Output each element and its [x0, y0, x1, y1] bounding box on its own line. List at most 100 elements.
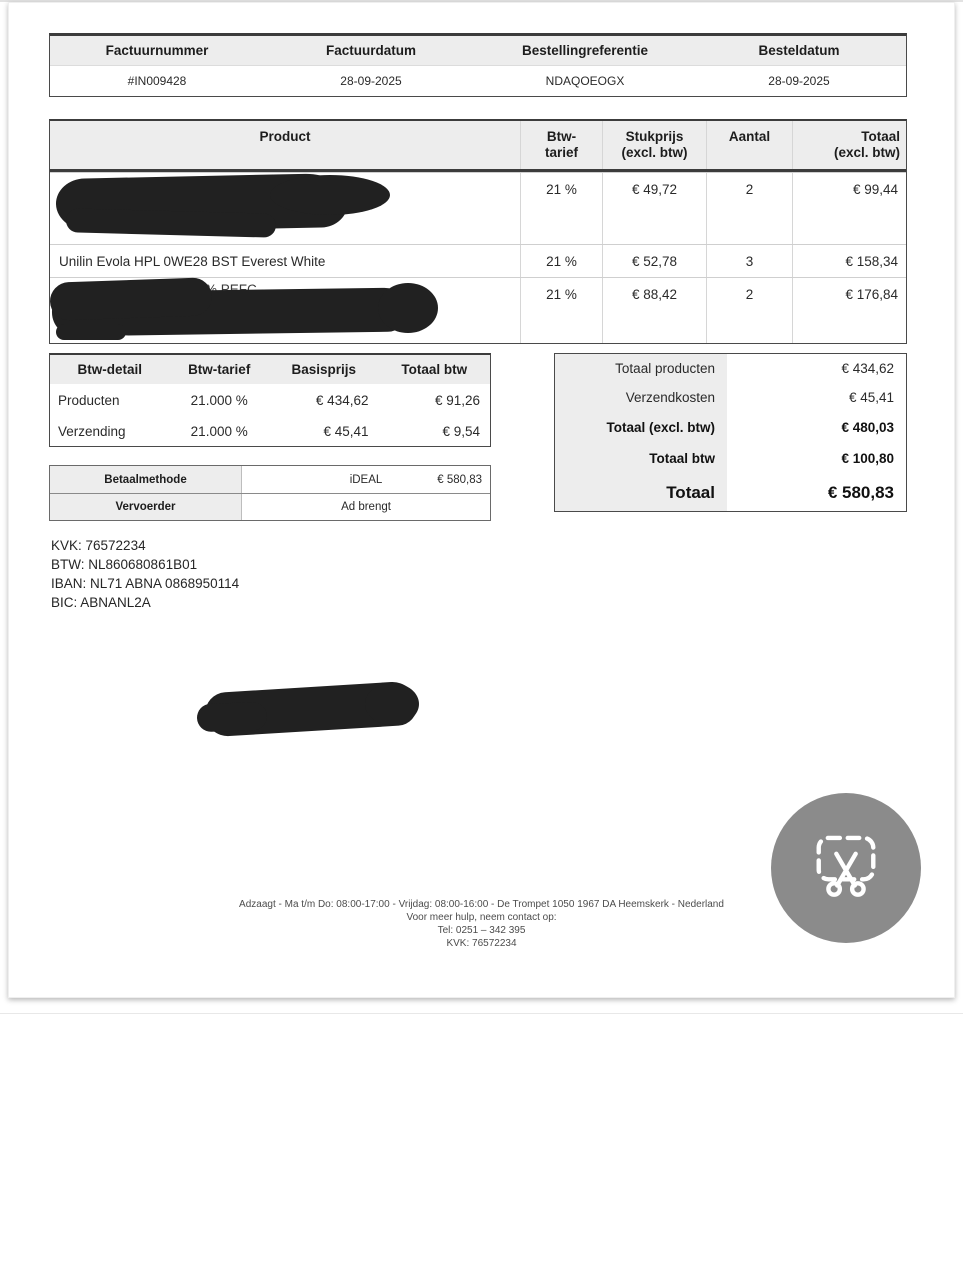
products-header-row: Product Btw- tarief Stukprijs (excl. btw…: [50, 121, 906, 172]
btw-basis: € 434,62: [315, 393, 369, 408]
btw-detail-header-row: Btw-detail Btw-tarief Basisprijs Totaal …: [50, 355, 490, 384]
carrier-label: Vervoerder: [50, 494, 242, 520]
screenshot-crop-button[interactable]: [771, 793, 921, 943]
product-name: Unilin Evola HPL 0WE28 BST Everest White: [59, 254, 326, 269]
totals-label: Totaal: [555, 474, 727, 511]
redaction-blob: [365, 683, 419, 725]
totals-row-verzendkosten: Verzendkosten € 45,41: [555, 383, 906, 412]
btw-header-totaal-btw: Totaal btw: [401, 362, 468, 377]
payment-method-row: Betaalmethode iDEAL € 580,83: [50, 466, 490, 493]
price-cell: € 52,78: [602, 245, 706, 277]
meta-header-factuurnummer: Factuurnummer: [105, 43, 209, 58]
footer-kvk-line: KVK: 76572234: [446, 938, 517, 949]
footer-address-line: Adzaagt - Ma t/m Do: 08:00-17:00 - Vrijd…: [239, 899, 724, 910]
col-header-stukprijs-line1: Stukprijs: [625, 129, 684, 144]
col-header-btw-line2: tarief: [544, 145, 578, 160]
btw-tarief: 21.000 %: [190, 424, 248, 439]
product-name-redacted: [50, 172, 520, 244]
col-header-totaal-line1: Totaal: [861, 129, 900, 144]
btw-header-detail: Btw-detail: [77, 362, 142, 377]
redaction-blob: [196, 701, 268, 733]
payment-method-value: iDEAL € 580,83: [242, 474, 490, 486]
btw-cell: 21 %: [520, 278, 602, 343]
product-name-partially-redacted: 70% PEFC: [49, 277, 520, 343]
bottom-divider: [0, 1013, 963, 1014]
totals-value: € 45,41: [848, 390, 894, 405]
product-row-2: Unilin Evola HPL 0WE28 BST Everest White…: [50, 244, 906, 277]
redaction-blob: [270, 175, 390, 215]
carrier-name: Ad brengt: [341, 501, 391, 513]
invoice-meta-value-row: #IN009428 28-09-2025 NDAQOEOGX 28-09-202…: [50, 65, 906, 96]
meta-value-factuurnummer: #IN009428: [127, 74, 187, 88]
btw-label: Verzending: [58, 424, 126, 439]
price-cell: € 88,42: [602, 278, 706, 343]
col-header-btw-tarief: Btw- tarief: [520, 121, 602, 169]
payment-method-label: Betaalmethode: [50, 466, 242, 493]
btw-row-producten: Producten 21.000 % € 434,62 € 91,26: [50, 384, 490, 415]
product-row-1: 21 % € 49,72 2 € 99,44: [50, 172, 906, 244]
totals-value: € 580,83: [827, 482, 894, 502]
totals-box: Totaal producten € 434,62 Verzendkosten …: [554, 353, 907, 512]
btw-header-basisprijs: Basisprijs: [291, 362, 356, 377]
company-details: KVK: 76572234 BTW: NL860680861B01 IBAN: …: [51, 536, 239, 612]
btw-basis: € 45,41: [323, 424, 369, 439]
price-cell: € 49,72: [602, 173, 706, 244]
btw-amount: € 91,26: [434, 393, 480, 408]
totals-value: € 480,03: [841, 420, 894, 435]
invoice-meta-header-row: Factuurnummer Factuurdatum Bestellingref…: [50, 36, 906, 65]
btw-cell: 21 %: [520, 245, 602, 277]
totals-value: € 434,62: [841, 361, 894, 376]
totals-label: Totaal producten: [555, 354, 727, 383]
redaction-blob: [65, 208, 277, 238]
redaction-blob: [378, 283, 438, 333]
btw-header-tarief: Btw-tarief: [188, 362, 251, 377]
btw-tarief: 21.000 %: [190, 393, 248, 408]
carrier-value: Ad brengt: [242, 501, 490, 513]
btw-line: BTW: NL860680861B01: [51, 557, 198, 572]
totals-label: Verzendkosten: [555, 383, 727, 412]
total-cell: € 176,84: [792, 278, 908, 343]
scissors-crop-icon: [802, 823, 890, 914]
meta-value-factuurdatum: 28-09-2025: [340, 74, 402, 88]
redaction-blob: [49, 277, 213, 321]
totals-value: € 100,80: [841, 451, 894, 466]
btw-label: Producten: [58, 393, 120, 408]
bic-line: BIC: ABNANL2A: [51, 595, 151, 610]
product-row-3: 70% PEFC 21 % € 88,42 2 € 176,84: [49, 277, 908, 343]
redaction-blob: [56, 324, 126, 340]
btw-detail-body: Producten 21.000 % € 434,62 € 91,26 Verz…: [50, 384, 490, 446]
iban-line: IBAN: NL71 ABNA 0868950114: [51, 576, 240, 591]
btw-row-verzending: Verzending 21.000 % € 45,41 € 9,54: [50, 415, 490, 446]
payment-method-name: iDEAL: [349, 473, 383, 486]
meta-value-bestellingreferentie: NDAQOEOGX: [545, 74, 625, 88]
meta-header-besteldatum: Besteldatum: [758, 43, 840, 58]
payment-amount: € 580,83: [437, 473, 482, 486]
footer-contact-line: Voor meer hulp, neem contact op:: [406, 912, 557, 923]
products-table: Product Btw- tarief Stukprijs (excl. btw…: [49, 119, 907, 344]
btw-amount: € 9,54: [442, 424, 480, 439]
totals-row-producten: Totaal producten € 434,62: [555, 354, 906, 383]
totals-label: Totaal btw: [555, 443, 727, 474]
btw-detail-table: Btw-detail Btw-tarief Basisprijs Totaal …: [49, 353, 491, 447]
qty-cell: 2: [706, 278, 792, 343]
top-edge-strip: [0, 0, 963, 2]
qty-cell: 2: [706, 173, 792, 244]
invoice-sheet: Factuurnummer Factuurdatum Bestellingref…: [8, 2, 955, 998]
col-header-stukprijs: Stukprijs (excl. btw): [602, 121, 706, 169]
col-header-aantal: Aantal: [706, 121, 792, 169]
totals-row-btw: Totaal btw € 100,80: [555, 443, 906, 474]
kvk-line: KVK: 76572234: [51, 538, 146, 553]
col-header-totaal-line2: (excl. btw): [833, 145, 900, 160]
payment-table: Betaalmethode iDEAL € 580,83 Vervoerder …: [49, 465, 491, 521]
col-header-stukprijs-line2: (excl. btw): [621, 145, 688, 160]
meta-header-bestellingreferentie: Bestellingreferentie: [521, 43, 649, 58]
total-cell: € 158,34: [792, 245, 908, 277]
col-header-btw-line1: Btw-: [546, 129, 577, 144]
carrier-row: Vervoerder Ad brengt: [50, 493, 490, 520]
col-header-product: Product: [259, 129, 311, 144]
footer-tel-line: Tel: 0251 – 342 395: [437, 925, 526, 936]
totals-label: Totaal (excl. btw): [555, 412, 727, 443]
qty-cell: 3: [706, 245, 792, 277]
totals-row-grand-total: Totaal € 580,83: [555, 474, 906, 511]
